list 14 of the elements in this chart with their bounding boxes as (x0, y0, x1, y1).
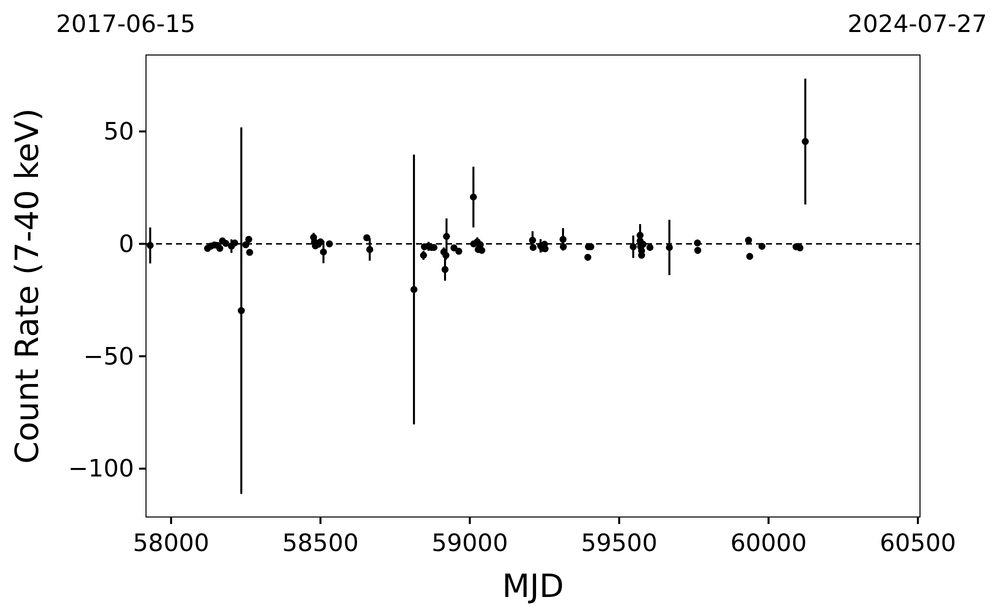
y-tick-label: 0 (118, 230, 134, 258)
text: 2017-06-15 (56, 10, 196, 38)
x-tick-label: 60000 (730, 529, 807, 557)
y-axis-title: Count Rate (7-40 keV) (8, 108, 46, 464)
x-tick-label: 60500 (880, 529, 956, 557)
y-tick-label: −100 (68, 454, 134, 483)
x-axis-title: MJD (502, 567, 564, 605)
text: 2024-07-27 (848, 10, 987, 38)
y-tick-label: 50 (103, 117, 134, 146)
x-tick-label: 58000 (132, 529, 210, 557)
y-tick-label: −50 (83, 342, 134, 370)
x-tick-label: 59000 (432, 529, 508, 557)
x-tick-label: 58500 (282, 529, 359, 557)
x-tick-label: 59500 (581, 529, 658, 557)
